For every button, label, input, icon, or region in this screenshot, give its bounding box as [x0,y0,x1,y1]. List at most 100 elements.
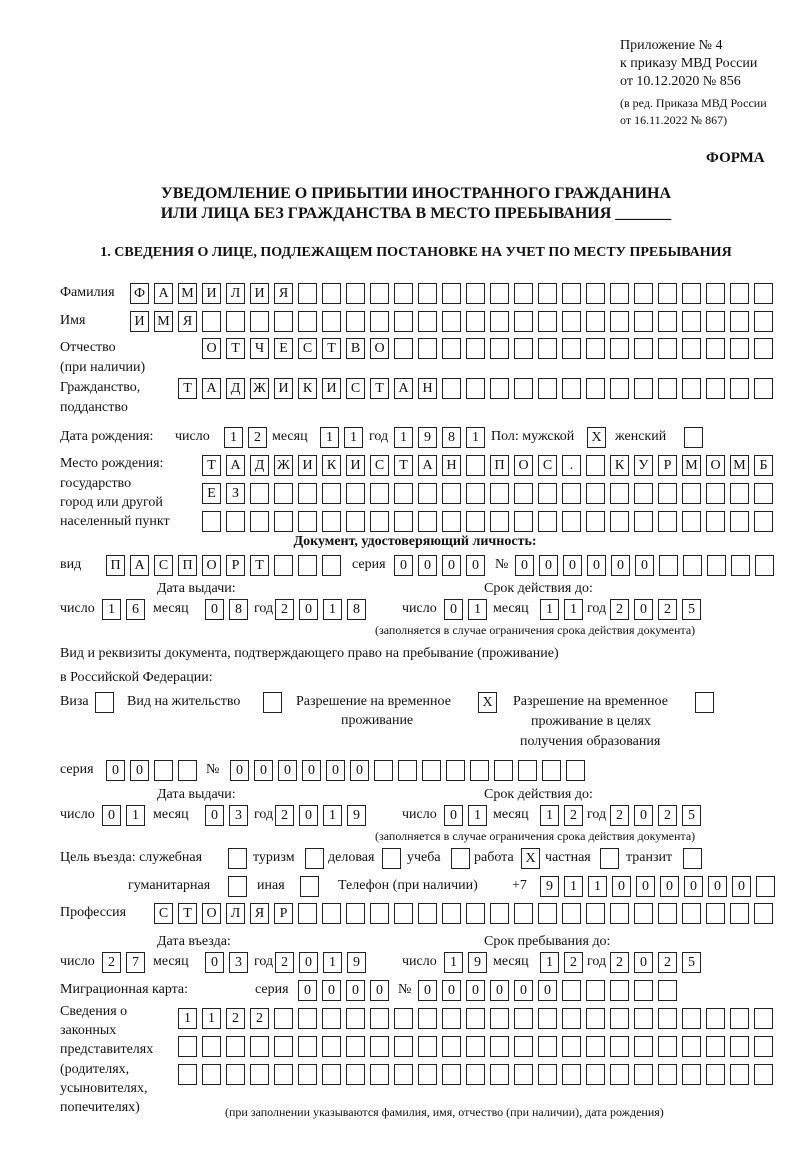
pob-line2-cell[interactable] [634,483,653,504]
rep-line3-cell[interactable] [538,1064,557,1085]
rep-line1-cell[interactable] [682,1008,701,1029]
rep-line3-cell[interactable] [490,1064,509,1085]
rep-line1-cell[interactable] [658,1008,677,1029]
rep-line3-cell[interactable] [730,1064,749,1085]
stay_day-cell[interactable]: 1 [444,952,463,973]
name-cell[interactable] [322,311,341,332]
rd_issue_year-cell[interactable]: 9 [347,805,366,826]
profession-cell[interactable]: С [154,903,173,924]
mc_number-cell[interactable]: 0 [538,980,557,1001]
pob-line2-cell[interactable] [442,483,461,504]
phone-cell[interactable]: 1 [564,876,583,897]
p_official-cell[interactable] [228,848,247,869]
pob-line1-cell[interactable]: Ж [274,455,293,476]
patronymic-cell[interactable] [634,338,653,359]
name-cell[interactable] [466,311,485,332]
pob-line2-cell[interactable] [394,483,413,504]
id_valid_year-cell[interactable]: 5 [682,599,701,620]
profession-cell[interactable] [490,903,509,924]
rep-line3-cell[interactable] [250,1064,269,1085]
rep-line3-cell[interactable] [466,1064,485,1085]
rep-line2-cell[interactable] [490,1036,509,1057]
entry_day-cell[interactable]: 7 [126,952,145,973]
id_number-cell[interactable]: 0 [539,555,558,576]
pob-line1-cell[interactable]: Т [394,455,413,476]
id_valid_year-cell[interactable]: 2 [658,599,677,620]
id_kind-cell[interactable]: П [178,555,197,576]
profession-cell[interactable] [538,903,557,924]
entry_year-cell[interactable]: 0 [299,952,318,973]
rep-line3-cell[interactable] [706,1064,725,1085]
citizenship-cell[interactable] [706,378,725,399]
rd_series-cell[interactable]: 0 [130,760,149,781]
pob-line3-cell[interactable] [346,511,365,532]
rd_number-cell[interactable] [542,760,561,781]
rep-line2-cell[interactable] [226,1036,245,1057]
id_number-cell[interactable] [683,555,702,576]
patronymic-cell[interactable]: В [346,338,365,359]
profession-cell[interactable] [730,903,749,924]
pob-line2-cell[interactable] [610,483,629,504]
patronymic-cell[interactable] [394,338,413,359]
pob-line3-cell[interactable] [754,511,773,532]
patronymic-cell[interactable] [586,338,605,359]
profession-cell[interactable] [634,903,653,924]
stay_year-cell[interactable]: 0 [634,952,653,973]
id_number-cell[interactable]: 0 [611,555,630,576]
surname-cell[interactable]: И [202,283,221,304]
name-cell[interactable] [274,311,293,332]
phone-cell[interactable]: 0 [660,876,679,897]
patronymic-cell[interactable] [562,338,581,359]
id_valid_year-cell[interactable]: 2 [610,599,629,620]
rep-line3-cell[interactable] [274,1064,293,1085]
surname-cell[interactable]: И [250,283,269,304]
rep-line3-cell[interactable] [634,1064,653,1085]
phone-cell[interactable]: 1 [588,876,607,897]
pob-line2-cell[interactable] [298,483,317,504]
rep-line3-cell[interactable] [658,1064,677,1085]
pob-line3-cell[interactable] [634,511,653,532]
mc_number-cell[interactable] [634,980,653,1001]
pob-line3-cell[interactable] [658,511,677,532]
id_kind-cell[interactable]: Т [250,555,269,576]
rep-line2-cell[interactable] [754,1036,773,1057]
p_transit-cell[interactable] [683,848,702,869]
id_issue_day-cell[interactable]: 1 [102,599,121,620]
surname-cell[interactable] [394,283,413,304]
rep-line3-cell[interactable] [394,1064,413,1085]
citizenship-cell[interactable]: С [346,378,365,399]
dob_month-cell[interactable]: 1 [344,427,363,448]
pob-line1-cell[interactable] [586,455,605,476]
rep-line2-cell[interactable] [418,1036,437,1057]
patronymic-cell[interactable]: О [202,338,221,359]
mc_number-cell[interactable]: 0 [442,980,461,1001]
pob-line3-cell[interactable] [490,511,509,532]
patronymic-cell[interactable] [754,338,773,359]
dob_day-cell[interactable]: 2 [248,427,267,448]
mc_number-cell[interactable] [658,980,677,1001]
rep-line3-cell[interactable] [322,1064,341,1085]
visa-cell[interactable] [95,692,114,713]
rep-line1-cell[interactable] [514,1008,533,1029]
citizenship-cell[interactable]: Т [370,378,389,399]
stay_year-cell[interactable]: 2 [610,952,629,973]
profession-cell[interactable]: Р [274,903,293,924]
rep-line2-cell[interactable] [538,1036,557,1057]
stay_month-cell[interactable]: 2 [564,952,583,973]
pob-line1-cell[interactable]: А [418,455,437,476]
mc_number-cell[interactable] [562,980,581,1001]
rep-line2-cell[interactable] [610,1036,629,1057]
patronymic-cell[interactable]: Е [274,338,293,359]
id_valid_day-cell[interactable]: 0 [444,599,463,620]
rep-line3-cell[interactable] [754,1064,773,1085]
id_number-cell[interactable] [755,555,774,576]
profession-cell[interactable] [610,903,629,924]
profession-cell[interactable] [754,903,773,924]
profession-cell[interactable]: Я [250,903,269,924]
dob_year-cell[interactable]: 9 [418,427,437,448]
rep-line1-cell[interactable] [466,1008,485,1029]
id_number-cell[interactable]: 0 [515,555,534,576]
pob-line2-cell[interactable] [466,483,485,504]
citizenship-cell[interactable]: А [202,378,221,399]
sex_male-cell[interactable]: X [587,427,606,448]
